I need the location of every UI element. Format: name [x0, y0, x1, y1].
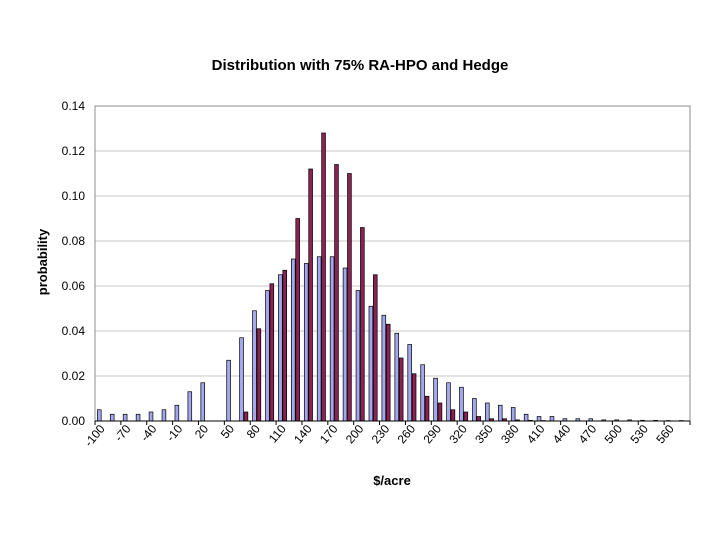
x-tick-label: 560: [653, 422, 677, 447]
gridlines: [95, 105, 690, 377]
bar: [381, 314, 387, 422]
bar: [463, 411, 469, 422]
bar: [450, 409, 456, 422]
x-tick-label: 50: [218, 422, 238, 441]
bar: [295, 218, 300, 422]
bar: [407, 344, 412, 422]
chart-title: Distribution with 75% RA-HPO and Hedge: [212, 57, 509, 74]
x-tick-label: 320: [446, 422, 470, 447]
bar: [187, 391, 193, 422]
x-tick-label: -10: [164, 422, 186, 445]
bar: [360, 227, 365, 422]
x-tick-label: -70: [112, 422, 134, 445]
bar: [373, 274, 378, 422]
bar: [498, 404, 503, 422]
bar: [303, 263, 309, 422]
x-tick-label: 440: [550, 422, 574, 447]
bar: [549, 416, 555, 422]
bar: [161, 409, 167, 422]
y-tick-label: 0.00: [62, 414, 86, 428]
y-tick-label: 0.04: [62, 324, 86, 338]
bar: [256, 328, 262, 422]
bar: [97, 409, 102, 422]
bar: [282, 269, 288, 422]
x-axis-label: $/acre: [373, 473, 411, 488]
bar: [368, 305, 374, 422]
bar: [122, 413, 128, 422]
y-tick-label: 0.06: [62, 279, 86, 293]
bar: [265, 290, 270, 422]
x-tick-label: 80: [244, 422, 264, 441]
bar: [321, 132, 326, 422]
bar: [394, 332, 400, 422]
x-tick-label: 380: [498, 422, 522, 447]
x-tick-label: 200: [343, 422, 367, 447]
x-tick-label: 410: [524, 422, 548, 447]
bar: [269, 283, 275, 422]
bar: [148, 411, 154, 422]
x-tick-label: 290: [420, 422, 444, 447]
bars: [97, 132, 684, 422]
bar: [411, 373, 417, 422]
bar: [109, 413, 115, 422]
bar: [316, 256, 322, 422]
x-tick-label: -100: [82, 422, 108, 450]
x-tick-label: 500: [602, 422, 626, 447]
bar: [385, 323, 391, 422]
bar: [252, 310, 257, 422]
bar: [424, 395, 430, 422]
bar: [398, 357, 404, 422]
bar: [437, 402, 443, 422]
x-tick-label: 110: [266, 422, 289, 446]
bar: [510, 407, 516, 422]
bar: [420, 364, 425, 422]
y-tick-label: 0.14: [62, 99, 86, 113]
bar: [329, 256, 335, 422]
bar: [347, 173, 352, 422]
bar: [446, 382, 451, 422]
bar: [433, 377, 438, 422]
bar: [308, 168, 313, 422]
y-tick-labels: 0.00 0.02 0.04 0.06 0.08 0.10 0.12 0.14: [62, 99, 86, 428]
bar: [278, 274, 283, 422]
x-tick-label: 470: [576, 422, 600, 447]
x-tick-label: 260: [395, 422, 419, 447]
bar: [239, 337, 244, 422]
bar: [355, 290, 361, 422]
x-tick-label: -40: [138, 422, 160, 445]
y-tick-label: 0.08: [62, 234, 86, 248]
x-tick-label: 230: [369, 422, 393, 447]
x-tick-label: 350: [472, 422, 496, 447]
bar: [523, 413, 529, 422]
bar: [536, 416, 542, 422]
x-tick-label: 170: [317, 422, 341, 447]
bar: [476, 416, 482, 422]
y-tick-label: 0.10: [62, 189, 86, 203]
bar: [135, 413, 141, 422]
x-tick-label: 20: [192, 422, 212, 441]
axes: [94, 105, 691, 425]
bar: [291, 258, 296, 422]
bar: [174, 404, 180, 422]
bar: [472, 398, 477, 422]
x-tick-label: 530: [627, 422, 651, 447]
bar: [200, 382, 206, 422]
y-tick-label: 0.12: [62, 144, 86, 158]
x-tick-labels: -100 -70 -40 -10 20 50 80 110 140 170 200 230 260 290…: [82, 422, 678, 450]
plot-frame: [94, 105, 691, 422]
bar: [459, 386, 464, 422]
x-tick-label: 140: [291, 422, 315, 447]
bar: [334, 164, 339, 422]
bar: [226, 359, 231, 422]
y-tick-label: 0.02: [62, 369, 86, 383]
bar: [485, 402, 490, 422]
bar: [243, 411, 249, 422]
bar: [342, 267, 348, 422]
y-axis-label: probability: [35, 228, 50, 295]
